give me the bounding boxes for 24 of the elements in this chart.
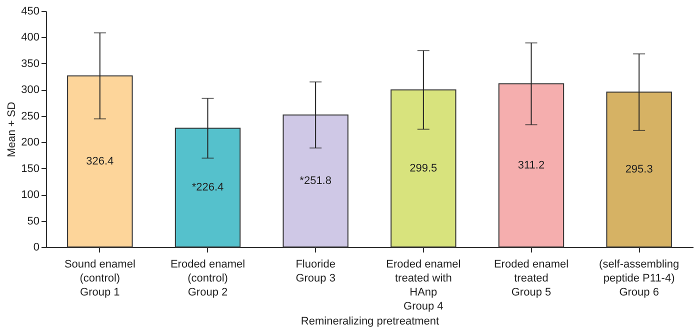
y-tick-label: 50 [27, 215, 40, 228]
y-tick-label: 400 [21, 32, 40, 44]
data-label: 295.3 [625, 164, 653, 176]
y-axis-title: Mean + SD [6, 102, 18, 158]
y-tick-label: 0 [33, 242, 40, 254]
data-label: 299.5 [410, 162, 438, 174]
y-tick-label: 300 [21, 84, 40, 96]
x-tick-label: Eroded enamel treated with HAnp Group 4 [386, 258, 461, 312]
x-axis-title: Remineralizing pretreatment [300, 316, 440, 328]
data-label: *251.8 [300, 174, 332, 187]
x-tick-label: (self-assembling peptide P11-4) Group 6 [599, 258, 680, 298]
y-tick-label: 250 [21, 110, 40, 122]
data-label: *226.4 [192, 182, 224, 194]
y-tick-label: 100 [21, 189, 40, 202]
y-tick-label: 450 [21, 6, 40, 18]
y-tick-label: 200 [21, 136, 40, 149]
y-tick-label: 150 [21, 162, 40, 175]
x-tick-label: Fluoride Group 3 [296, 258, 336, 284]
x-tick-label: Sound enamel (control) Group 1 [64, 258, 136, 298]
y-tick-label: 350 [21, 58, 40, 70]
x-tick-label: Eroded enamel treated Group 5 [494, 258, 569, 298]
data-label: 311.2 [518, 159, 545, 172]
data-label: 326.4 [86, 155, 114, 168]
x-tick-label: Eroded enamel (control) Group 2 [170, 258, 246, 298]
